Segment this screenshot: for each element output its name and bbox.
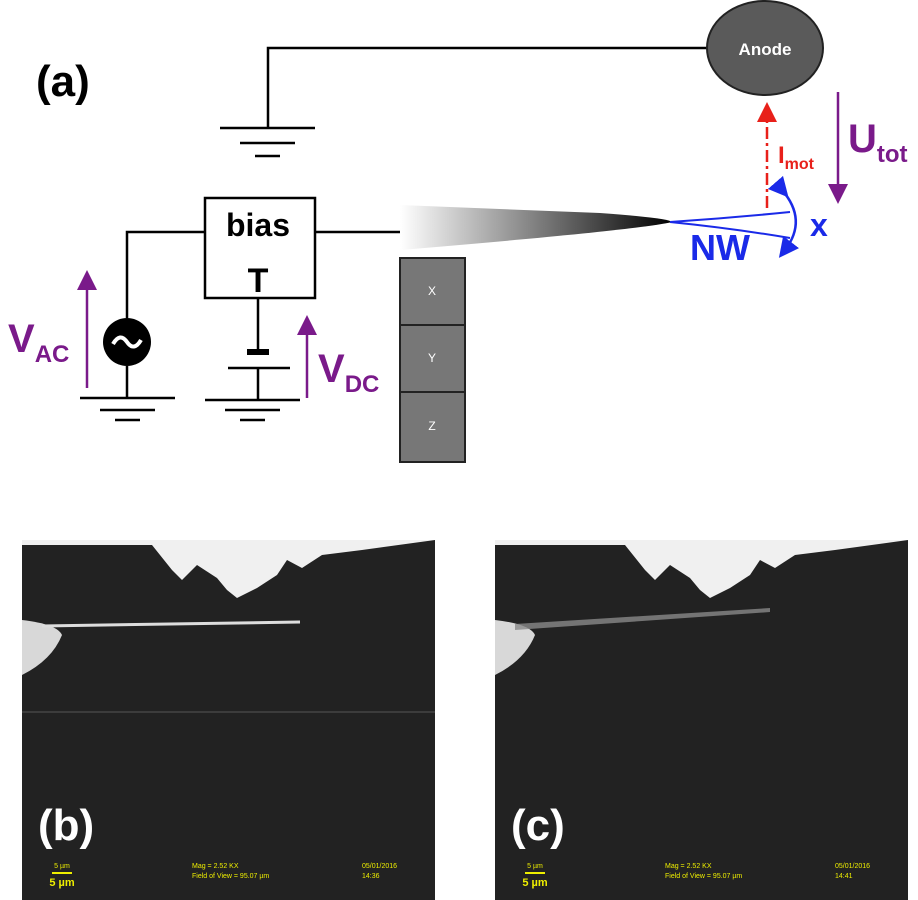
sem-image: (c) 5 µm 5 µm Mag = 2.52 KX Field of View = … bbox=[495, 540, 908, 900]
sem-panels: (b) 5 µm 5 µm Mag = 2.52 KX Field of View = … bbox=[22, 540, 908, 900]
nanowire bbox=[41, 620, 301, 628]
time-text: 14:36 bbox=[362, 873, 380, 880]
field-text: Field of View = 95.07 µm bbox=[192, 873, 269, 880]
u-tot-label: Utot bbox=[848, 117, 908, 168]
piezo-label: Z bbox=[428, 419, 435, 433]
tee-label: T bbox=[248, 262, 269, 300]
time-text: 14:41 bbox=[835, 873, 853, 880]
nanowire-blurred bbox=[515, 608, 770, 630]
mag-text: Mag = 2.52 KX bbox=[665, 863, 712, 870]
panel-label: (a) bbox=[36, 57, 90, 106]
tip bbox=[400, 205, 672, 250]
date-text: 05/01/2016 bbox=[362, 863, 397, 870]
scale-text: 5 µm bbox=[49, 877, 75, 889]
sem-background bbox=[495, 540, 908, 900]
sem-image: (b) 5 µm 5 µm Mag = 2.52 KX Field of View = … bbox=[22, 540, 435, 900]
nanowire-label: NW bbox=[690, 227, 750, 268]
anode-label: Anode bbox=[739, 40, 792, 59]
piezo-label: X bbox=[428, 284, 436, 298]
piezo-label: Y bbox=[428, 351, 436, 365]
anode-wire bbox=[220, 46, 707, 158]
piezo-block bbox=[399, 324, 466, 393]
tip bbox=[495, 620, 535, 675]
displacement-label: x bbox=[810, 207, 828, 243]
anode-edge bbox=[22, 540, 435, 598]
i-mot-label: Imot bbox=[778, 142, 815, 173]
bias-label: bias bbox=[226, 207, 290, 243]
scale-text: 5 µm bbox=[522, 877, 548, 889]
v-ac-label: VAC bbox=[8, 317, 69, 368]
scale-text-small: 5 µm bbox=[54, 863, 70, 870]
bias-tee bbox=[203, 196, 317, 300]
panel-label: (c) bbox=[511, 801, 565, 850]
panel-label: (b) bbox=[38, 801, 94, 850]
field-text: Field of View = 95.07 µm bbox=[665, 873, 742, 880]
sem-background bbox=[22, 540, 435, 900]
piezo-stack: X Y Z bbox=[399, 257, 466, 463]
dc-wire bbox=[205, 298, 300, 422]
mag-text: Mag = 2.52 KX bbox=[192, 863, 239, 870]
anode bbox=[706, 0, 824, 96]
v-dc-label: VDC bbox=[318, 347, 379, 398]
ac-symbol bbox=[111, 335, 143, 349]
ac-wire bbox=[80, 230, 205, 422]
tip bbox=[22, 620, 62, 675]
piezo-block bbox=[399, 257, 466, 326]
date-text: 05/01/2016 bbox=[835, 863, 870, 870]
panel-a: (a) Anode bias T X Y Z Imot Utot x NW VA… bbox=[8, 0, 908, 463]
vibration-arrow bbox=[767, 175, 800, 258]
scale-text-small: 5 µm bbox=[527, 863, 543, 870]
anode-edge bbox=[495, 540, 908, 598]
piezo-block bbox=[399, 391, 466, 463]
